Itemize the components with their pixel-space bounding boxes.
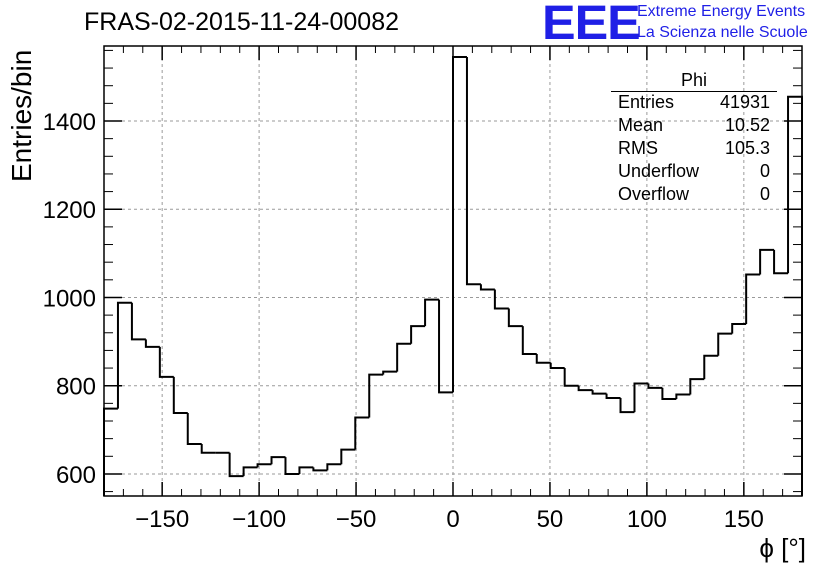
histogram-bin bbox=[103, 407, 118, 496]
histogram-bin bbox=[605, 393, 621, 400]
histogram-bin bbox=[479, 284, 495, 291]
histogram-bin bbox=[661, 387, 677, 400]
histogram-bin bbox=[493, 289, 509, 310]
histogram-bin bbox=[647, 383, 663, 389]
histogram-bin bbox=[340, 448, 356, 465]
histogram-bin bbox=[549, 362, 565, 370]
x-tick-label: 50 bbox=[537, 506, 564, 533]
histogram-bin bbox=[200, 443, 216, 454]
y-tick-label: 1400 bbox=[43, 109, 96, 136]
histogram-bin bbox=[521, 326, 537, 355]
stats-label: Underflow bbox=[618, 161, 700, 181]
x-tick-label: −100 bbox=[232, 506, 286, 533]
y-tick-label: 1000 bbox=[43, 285, 96, 312]
histogram-bin bbox=[312, 467, 328, 472]
stats-value: 0 bbox=[759, 184, 770, 204]
histogram-bin bbox=[717, 332, 733, 356]
histogram-bin bbox=[116, 301, 132, 409]
histogram-bin bbox=[326, 463, 342, 471]
y-tick-label: 800 bbox=[56, 374, 96, 401]
histogram-bin bbox=[270, 456, 286, 465]
x-tick-label: −150 bbox=[135, 506, 189, 533]
histogram-bin bbox=[298, 466, 314, 474]
stats-label: Mean bbox=[618, 115, 664, 135]
histogram-bin bbox=[745, 273, 761, 324]
y-axis-label: Entries/bin bbox=[6, 49, 37, 182]
histogram-bin bbox=[452, 56, 467, 393]
stats-value: 105.3 bbox=[724, 138, 770, 158]
x-tick-label: 150 bbox=[724, 506, 764, 533]
histogram-bin bbox=[158, 346, 174, 378]
histogram-bin bbox=[577, 385, 593, 392]
histogram-bin bbox=[424, 298, 440, 327]
histogram-bin bbox=[731, 322, 747, 334]
histogram-bin bbox=[563, 368, 579, 387]
histogram-bin bbox=[703, 354, 719, 380]
stats-value: 0 bbox=[759, 161, 770, 181]
stats-label: Entries bbox=[618, 92, 675, 112]
histogram-bin bbox=[382, 370, 398, 375]
histogram-bin bbox=[438, 299, 453, 394]
histogram-bin bbox=[465, 57, 481, 286]
stats-value: 41931 bbox=[719, 92, 770, 112]
histogram-bin bbox=[507, 308, 523, 328]
stats-label: RMS bbox=[618, 138, 658, 158]
logo-text-line1: Extreme Energy Events bbox=[637, 3, 806, 20]
histogram-bin bbox=[633, 382, 649, 413]
histogram-bin bbox=[368, 373, 384, 418]
histogram-bin bbox=[535, 353, 551, 364]
histogram-bin bbox=[759, 248, 775, 275]
histogram-bin bbox=[186, 413, 202, 445]
histogram-bin bbox=[773, 249, 789, 275]
histogram-bin bbox=[591, 390, 607, 395]
histogram-bin bbox=[410, 325, 426, 344]
histogram-bin bbox=[284, 457, 300, 475]
stats-divider bbox=[611, 91, 777, 92]
histogram-bin bbox=[172, 376, 188, 415]
x-tick-label: 0 bbox=[446, 506, 459, 533]
histogram-bin bbox=[144, 339, 160, 348]
histogram-bin bbox=[675, 393, 691, 399]
eee-logo: EEE bbox=[542, 0, 641, 50]
histogram-bin bbox=[228, 452, 244, 478]
axis-ticks: −150 −100 −50 0 50 100 150 600 800 1000 1200 1400 bbox=[43, 46, 802, 533]
histogram-bin bbox=[396, 342, 412, 372]
histogram-bin bbox=[354, 416, 370, 450]
x-tick-label: 100 bbox=[627, 506, 667, 533]
x-tick-label: −50 bbox=[336, 506, 377, 533]
histogram-bin bbox=[256, 463, 272, 468]
x-axis-label: ϕ [°] bbox=[759, 533, 806, 563]
chart-title: FRAS-02-2015-11-24-00082 bbox=[84, 8, 400, 36]
logo-text-line2: La Scienza nelle Scuole bbox=[637, 24, 808, 41]
stats-title: Phi bbox=[680, 70, 707, 90]
stats-value: 10.52 bbox=[724, 115, 770, 135]
histogram-bin bbox=[619, 398, 635, 414]
y-tick-label: 1200 bbox=[43, 197, 96, 224]
stats-label: Overflow bbox=[618, 184, 690, 204]
histogram-bin bbox=[242, 466, 258, 477]
histogram-bin bbox=[130, 302, 146, 341]
y-tick-label: 600 bbox=[56, 462, 96, 489]
histogram-bin bbox=[689, 378, 705, 395]
